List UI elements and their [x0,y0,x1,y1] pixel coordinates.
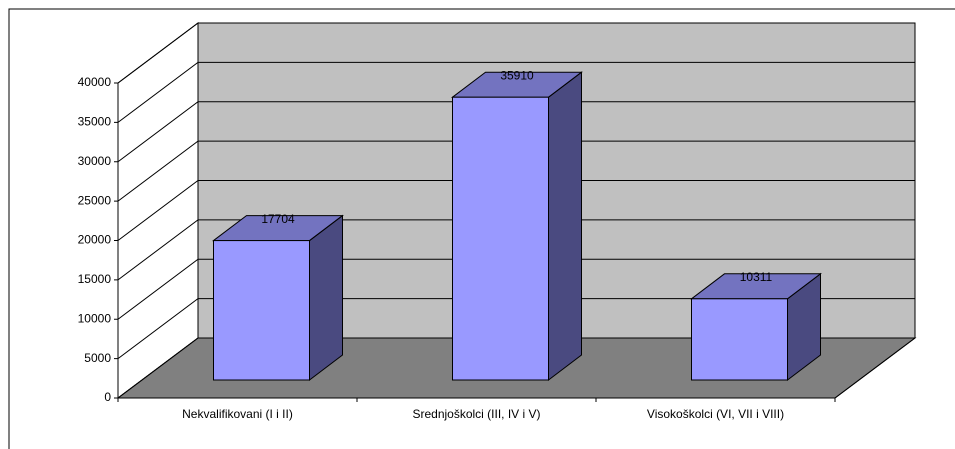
grid-line [117,298,915,360]
grid-line [117,101,915,163]
grid-line [117,180,915,241]
y-tick-label: 35000 [78,115,112,129]
y-tick-label: 15000 [78,272,112,286]
bar-side [548,71,582,382]
y-tick-label: 10000 [78,311,112,325]
y-tick-label: 0 [104,390,111,404]
data-label: 10311 [740,270,773,284]
grid-line [117,61,915,123]
grid-line [117,258,915,320]
frame [8,8,955,449]
x-tick-label: Nekvalifikovani (I i II) [182,407,293,421]
bar [213,240,310,381]
bar [691,298,788,381]
bar [452,96,549,381]
y-tick-label: 20000 [78,233,112,247]
grid-line [117,219,915,281]
x-tick-label: Visokoškolci (VI, VII i VIII) [647,407,784,421]
grid-line [117,22,915,84]
grid-line [117,337,915,399]
data-label: 17704 [261,212,295,226]
y-tick-label: 40000 [78,75,112,89]
data-label: 35910 [500,68,534,82]
y-tick-label: 30000 [78,154,112,168]
bar-side [309,214,343,382]
y-tick-label: 5000 [84,351,111,365]
floor-edge [834,337,916,399]
y-tick-label: 25000 [78,193,112,207]
grid-line [117,140,915,202]
x-tick-label: Srednjoškolci (III, IV i V) [412,407,540,421]
